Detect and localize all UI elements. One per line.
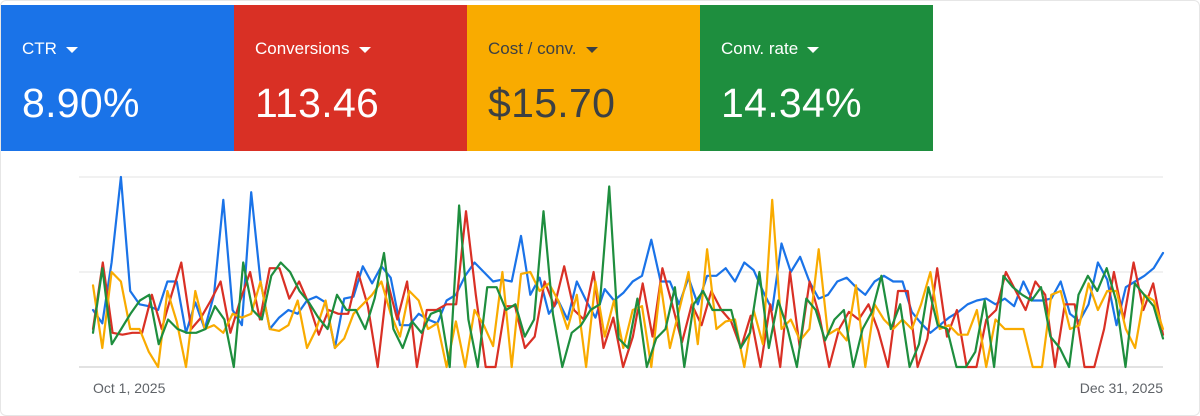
- scorecard-label: Cost / conv.: [488, 39, 577, 58]
- scorecard-value: 8.90%: [22, 80, 140, 126]
- performance-line-chart: Oct 1, 2025 Dec 31, 2025: [79, 175, 1165, 396]
- scorecard-header: Conv. rate: [721, 39, 933, 59]
- scorecard-cost-per-conv[interactable]: Cost / conv. $15.70: [467, 5, 700, 151]
- scorecard-row: CTR 8.90% Conversions 113.46 Cost / conv…: [1, 5, 933, 151]
- series-line-0: [91, 175, 1165, 350]
- scorecard-header: CTR: [22, 39, 234, 59]
- scorecard-label: Conversions: [255, 39, 350, 58]
- x-tick-label-start: Oct 1, 2025: [93, 380, 166, 396]
- scorecard-ctr[interactable]: CTR 8.90%: [1, 5, 234, 151]
- caret-down-icon: [585, 47, 598, 53]
- scorecard-header: Cost / conv.: [488, 39, 700, 59]
- caret-down-icon: [65, 47, 78, 53]
- series-line-3: [91, 185, 1165, 369]
- series-line-1: [91, 210, 1165, 369]
- scorecard-conv-rate[interactable]: Conv. rate 14.34%: [700, 5, 933, 151]
- scorecard-value: 113.46: [255, 80, 380, 126]
- x-tick-label-end: Dec 31, 2025: [1080, 380, 1163, 396]
- series-line-2: [91, 198, 1165, 369]
- scorecard-value: 14.34%: [721, 80, 862, 126]
- scorecard-value: $15.70: [488, 80, 616, 126]
- chart-series: [91, 175, 1165, 369]
- scorecard-conversions[interactable]: Conversions 113.46: [234, 5, 467, 151]
- scorecard-label: Conv. rate: [721, 39, 799, 58]
- caret-down-icon: [807, 47, 820, 53]
- caret-down-icon: [358, 47, 371, 53]
- scorecard-label: CTR: [22, 39, 57, 58]
- scorecard-header: Conversions: [255, 39, 467, 59]
